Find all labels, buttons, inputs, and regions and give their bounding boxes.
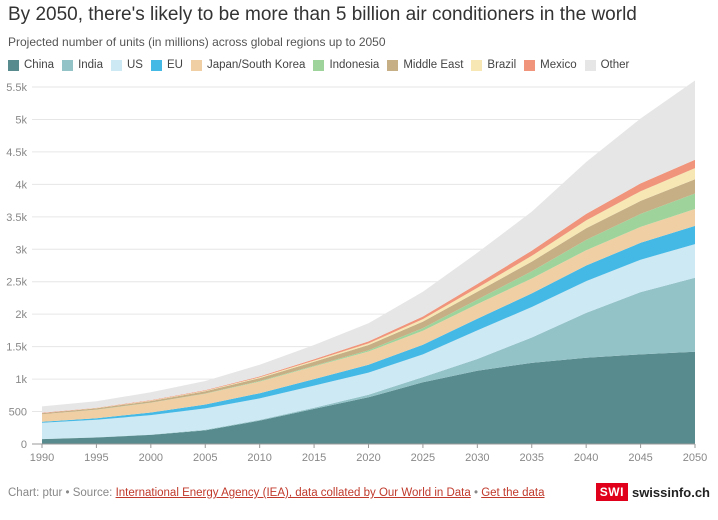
legend-swatch	[111, 59, 122, 71]
x-tick-label: 2015	[302, 452, 326, 464]
legend-item: US	[111, 59, 143, 71]
x-tick-label: 2010	[247, 452, 271, 464]
y-tick-label: 4k	[15, 179, 27, 191]
stacked-area-chart: 0 500 1k 1.5k 2k 2.5k 3k 3.5k 4k 4.5k 5k 5.5k 1990 19…	[6, 80, 707, 464]
legend-swatch	[62, 59, 74, 71]
area-series-india	[42, 277, 695, 440]
x-tick-label: 2040	[574, 452, 598, 464]
y-tick-label: 3k	[15, 244, 27, 256]
x-tick-label: 2005	[193, 452, 217, 464]
legend-label: Brazil	[487, 59, 517, 71]
legend-label: US	[127, 59, 143, 71]
legend-item: Other	[584, 59, 630, 71]
y-tick-label: 1k	[15, 374, 27, 386]
legend-item: Middle East	[387, 59, 463, 71]
footer-prefix: Chart: ptur • Source:	[8, 487, 116, 499]
y-tick-label: 1.5k	[6, 342, 27, 354]
legend-swatch	[471, 59, 483, 71]
chart-footer: Chart: ptur • Source: International Ener…	[8, 487, 545, 499]
x-tick-label: 2020	[356, 452, 380, 464]
legend-swatch	[190, 59, 202, 71]
legend-item: Brazil	[471, 59, 516, 71]
footer-separator: •	[470, 487, 482, 499]
chart-subtitle: Projected number of units (in millions) …	[8, 35, 386, 49]
chart-title: By 2050, there's likely to be more than …	[8, 4, 637, 25]
x-tick-label: 2000	[139, 452, 163, 464]
legend-label: India	[78, 59, 103, 71]
x-tick-label: 1990	[30, 452, 54, 464]
legend-item: Mexico	[524, 59, 577, 71]
legend-label: Mexico	[540, 59, 577, 71]
source-link[interactable]: International Energy Agency (IEA), data …	[115, 487, 471, 499]
x-tick-label: 2050	[683, 452, 707, 464]
legend-swatch	[8, 59, 19, 71]
legend-label: Other	[600, 59, 630, 71]
legend-item: EU	[150, 59, 183, 71]
y-tick-label: 3.5k	[6, 212, 27, 224]
x-tick-label: 1995	[84, 452, 108, 464]
y-tick-label: 2.5k	[6, 277, 27, 289]
y-tick-label: 4.5k	[6, 147, 27, 159]
brand-logo[interactable]: SWI swissinfo.ch	[595, 483, 710, 501]
legend-item: Indonesia	[313, 59, 379, 71]
legend-item: India	[62, 59, 103, 71]
legend-label: Middle East	[403, 59, 464, 71]
get-data-link[interactable]: Get the data	[481, 487, 545, 499]
legend-item: China	[8, 59, 54, 71]
swi-logo-box: SWI	[595, 483, 628, 501]
legend-swatch	[584, 59, 596, 71]
legend-swatch	[313, 59, 325, 71]
x-tick-label: 2045	[628, 452, 652, 464]
legend-item: Japan/South Korea	[190, 59, 306, 71]
legend-label: China	[24, 59, 55, 71]
y-tick-label: 5.5k	[6, 82, 27, 94]
legend-label: Japan/South Korea	[206, 59, 306, 71]
legend-label: Indonesia	[329, 59, 380, 71]
chart-legend: China India US EU Japan/South Korea Indonesia…	[8, 59, 637, 71]
legend-swatch	[524, 59, 536, 71]
x-tick-label: 2035	[520, 452, 544, 464]
legend-swatch	[387, 59, 399, 71]
y-tick-label: 500	[9, 407, 27, 419]
brand-name: swissinfo.ch	[631, 484, 710, 500]
area-series-china	[42, 351, 695, 444]
legend-label: EU	[166, 59, 183, 71]
y-tick-label: 0	[21, 439, 27, 451]
x-tick-label: 2030	[465, 452, 489, 464]
legend-swatch	[150, 59, 162, 71]
x-tick-label: 2025	[411, 452, 435, 464]
y-tick-label: 2k	[15, 309, 27, 321]
y-tick-label: 5k	[15, 114, 27, 126]
area-series-us	[42, 244, 695, 439]
